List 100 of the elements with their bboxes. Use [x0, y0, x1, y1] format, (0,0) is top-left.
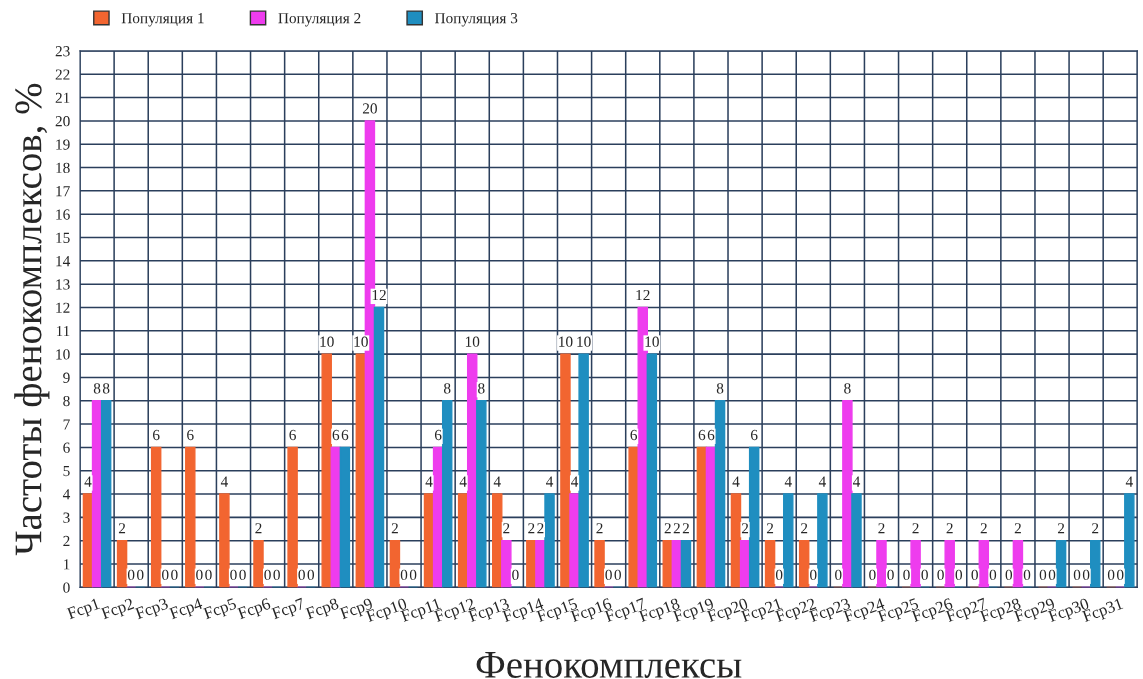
data-label: 0: [1039, 569, 1047, 581]
data-label: 0: [512, 569, 519, 581]
data-label: 2: [503, 523, 510, 534]
data-label: 0: [775, 569, 783, 581]
data-label: 4: [425, 476, 433, 487]
data-label: 4: [1125, 476, 1133, 487]
data-label: 8: [443, 383, 451, 394]
data-label: 2: [878, 523, 885, 534]
data-label: 0: [614, 569, 621, 581]
y-tick-label: 12: [56, 302, 70, 313]
y-tick-label: 3: [63, 512, 70, 523]
data-label: 6: [153, 429, 160, 441]
data-label: 0: [887, 569, 894, 581]
data-label: 0: [298, 569, 305, 581]
data-label: 0: [205, 569, 212, 581]
data-label: 6: [187, 429, 194, 441]
data-label: 2: [537, 523, 544, 534]
data-label: 6: [707, 429, 715, 441]
legend-label: Популяция 3: [434, 13, 518, 27]
data-label: 8: [102, 383, 110, 394]
data-label: 2: [741, 523, 749, 534]
data-label: 12: [636, 289, 650, 301]
data-label: 6: [341, 429, 349, 441]
y-tick-label: 18: [56, 162, 70, 173]
data-label: 2: [664, 523, 671, 534]
data-label: 4: [220, 476, 228, 487]
y-tick-label: 22: [55, 69, 70, 80]
data-label: 2: [766, 523, 774, 534]
legend-label: Популяция 1: [121, 13, 204, 27]
y-tick-label: 21: [55, 92, 70, 103]
x-tick-label: Fcp3: [134, 597, 170, 623]
data-label: 2: [673, 523, 680, 534]
data-label: 2: [980, 523, 987, 534]
y-tick-label: 14: [56, 256, 71, 267]
data-label: 6: [332, 429, 340, 441]
data-label: 20: [362, 103, 377, 114]
data-label: 6: [698, 429, 706, 441]
data-label: 0: [1107, 569, 1115, 581]
x-tick-label: Fcp8: [305, 597, 341, 623]
data-label: 0: [171, 569, 178, 581]
y-axis-title: Частоты фенокомплексов, %: [14, 83, 50, 556]
data-label: 4: [571, 476, 579, 487]
data-label: 2: [946, 523, 953, 534]
data-label: 0: [400, 569, 408, 581]
y-tick-label: 9: [63, 372, 70, 383]
data-label: 0: [230, 569, 237, 581]
data-label: 2: [912, 523, 919, 534]
y-tick-label: 4: [62, 489, 71, 500]
data-label: 6: [434, 429, 442, 441]
data-label: 0: [955, 569, 963, 581]
data-label: 0: [273, 569, 280, 581]
y-tick-label: 0: [63, 582, 70, 593]
data-label: 10: [577, 336, 591, 347]
data-label: 0: [835, 569, 842, 581]
data-label: 10: [320, 336, 334, 347]
data-label: 0: [810, 569, 817, 581]
data-label: 0: [239, 569, 246, 581]
data-label: 0: [162, 569, 169, 581]
data-label: 0: [1023, 569, 1031, 581]
x-tick-label: Fcp1: [66, 597, 102, 623]
data-label: 4: [459, 476, 467, 487]
data-label: 0: [127, 569, 135, 581]
y-tick-label: 7: [63, 419, 70, 430]
data-label: 10: [559, 336, 573, 347]
data-label: 0: [937, 569, 944, 581]
data-label: 0: [264, 569, 271, 581]
data-label: 0: [903, 569, 910, 581]
y-tick-label: 8: [63, 395, 70, 407]
data-label: 10: [354, 336, 368, 347]
data-label: 0: [1082, 569, 1090, 581]
data-label: 0: [137, 569, 144, 581]
data-label: 0: [196, 569, 203, 581]
data-label: 0: [971, 569, 978, 581]
data-label: 2: [1057, 523, 1065, 534]
data-label: 10: [645, 336, 659, 347]
y-tick-label: 2: [63, 535, 70, 546]
y-tick-label: 11: [56, 326, 70, 337]
data-label: 8: [93, 383, 101, 394]
data-label: 2: [682, 523, 689, 534]
data-label: 6: [630, 429, 638, 441]
y-tick-label: 1: [63, 559, 70, 570]
data-label: 2: [596, 523, 603, 534]
data-label: 12: [372, 289, 386, 301]
data-label: 8: [716, 383, 724, 394]
data-label: 2: [801, 523, 808, 534]
data-label: 2: [391, 523, 398, 534]
data-label: 0: [1073, 569, 1081, 581]
data-label: 2: [1014, 523, 1021, 534]
y-tick-label: 23: [55, 46, 70, 57]
data-label: 4: [546, 476, 554, 487]
data-label: 4: [84, 476, 92, 487]
x-tick-label: Fcp6: [236, 597, 273, 623]
data-label: 0: [307, 569, 315, 581]
y-tick-label: 16: [56, 209, 70, 220]
data-label: 4: [852, 476, 861, 487]
data-label: 0: [989, 569, 997, 581]
data-label: 2: [255, 523, 262, 534]
data-label: 2: [118, 523, 126, 534]
data-label: 0: [1048, 569, 1056, 581]
y-tick-label: 19: [56, 139, 70, 150]
